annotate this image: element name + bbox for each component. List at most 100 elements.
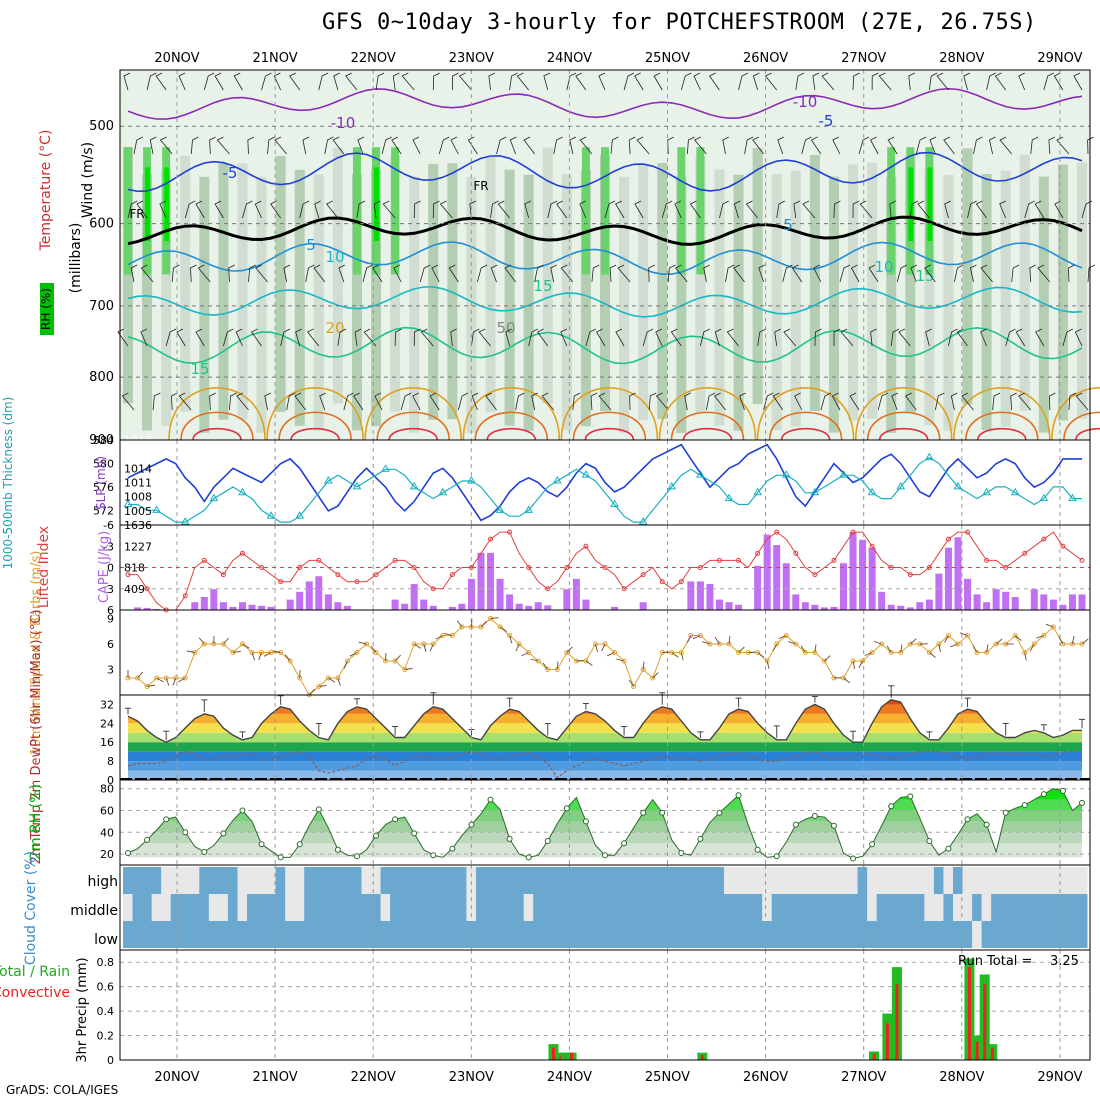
wind-barb	[900, 644, 903, 653]
rh-2m-panel: 20 40 60 80	[100, 780, 1090, 865]
wind-barb	[356, 200, 366, 219]
cloud-cell-low	[666, 921, 678, 948]
wind-tick: 3	[107, 664, 114, 677]
li-marker	[926, 565, 932, 570]
wind-barb	[1074, 328, 1083, 347]
wind-barb	[223, 637, 230, 645]
rh-band-moist	[887, 147, 896, 275]
cloud-cell-high	[914, 867, 926, 894]
cape-bar	[639, 602, 647, 610]
wind-barb	[429, 392, 440, 411]
wind-barb	[338, 264, 345, 283]
rh-band	[828, 176, 839, 433]
series-slp	[127, 443, 1082, 522]
wind-barb	[763, 392, 774, 411]
li-marker	[583, 543, 589, 549]
cloud-cell-low	[733, 921, 745, 948]
wind-barb	[345, 72, 358, 91]
cloud-cell-high	[600, 867, 611, 894]
li-marker	[182, 593, 188, 599]
cloud-cell-high	[666, 867, 678, 894]
minmax-bar	[163, 730, 170, 741]
wind-barb	[820, 392, 832, 411]
wind-barb	[136, 200, 148, 219]
wind-tick: 9	[107, 613, 114, 626]
cloud-cell-high	[542, 867, 554, 894]
rh-marker	[296, 841, 303, 848]
wind-barb	[123, 72, 131, 91]
cloud-cell-high	[828, 867, 840, 894]
wind-barb	[674, 200, 682, 219]
rh-marker	[697, 835, 704, 842]
thickness-marker	[409, 481, 419, 490]
wind-barb	[444, 633, 453, 636]
wind-barb	[1018, 392, 1032, 411]
li-marker	[869, 543, 875, 549]
wind-barb	[778, 635, 787, 640]
wind-barb	[450, 136, 459, 155]
wind-barb	[469, 200, 476, 219]
wind-speed-marker	[459, 624, 465, 630]
wind-speed-marker	[888, 650, 894, 655]
wind-barb	[878, 72, 892, 91]
cloud-cell-middle	[590, 894, 601, 921]
wind-barb	[629, 392, 636, 411]
wind-barb	[686, 136, 695, 155]
cloud-cell-high	[275, 867, 287, 894]
cloud-cell-low	[161, 921, 172, 948]
wind-barb	[840, 328, 854, 347]
rh-band	[580, 170, 591, 427]
wind-barb	[967, 200, 977, 219]
cloud-cell-middle	[857, 894, 869, 921]
cloud-cell-high	[294, 867, 306, 894]
rh-band	[733, 174, 744, 431]
cloud-cell-low	[867, 921, 878, 948]
wind-barb	[216, 136, 230, 155]
li-marker	[316, 557, 322, 563]
label-temperature: Temperature (°C)	[38, 130, 54, 252]
rh-band-saturated	[908, 167, 914, 242]
wind-barb	[1030, 136, 1039, 155]
wind-barb	[1011, 264, 1020, 283]
wind-barb	[999, 136, 1012, 155]
minmax-bar	[125, 707, 131, 715]
cloud-cell-high	[771, 867, 783, 894]
rh-legend-swatch	[40, 283, 54, 335]
wind-barb	[1045, 623, 1054, 628]
cloud-cell-high	[533, 867, 544, 894]
wind-barb	[852, 660, 856, 669]
cape-bar	[687, 581, 695, 610]
cape-bar	[315, 576, 323, 610]
li-marker	[430, 586, 436, 592]
date-label-top: 22NOV	[351, 51, 396, 66]
wind-barb	[556, 661, 559, 670]
wind-speed-marker	[154, 675, 160, 681]
temperature-2m-panel: 0 8 16 24 32	[100, 685, 1090, 787]
cloud-cell-low	[371, 921, 382, 948]
cloud-cell-middle	[418, 894, 430, 921]
cape-bar	[496, 578, 504, 610]
wind-speed-marker	[688, 633, 694, 638]
wind-barb	[744, 136, 754, 155]
cloud-cell-high	[123, 867, 134, 894]
cloud-cell-high	[256, 867, 268, 894]
wind-barb	[332, 136, 345, 155]
cape-bar	[1040, 594, 1048, 610]
wind-speed-marker	[650, 675, 656, 681]
rh-band	[1000, 170, 1011, 427]
cloud-cell-low	[285, 921, 296, 948]
cloud-cell-middle	[724, 894, 735, 921]
wind-barb	[774, 328, 781, 347]
rh-band	[256, 176, 267, 433]
cape-bar	[487, 552, 495, 610]
rh-band	[962, 148, 973, 405]
wind-barb	[343, 660, 348, 669]
wind-barb	[140, 328, 148, 347]
wind-speed-marker	[736, 650, 742, 655]
wind-barb	[171, 392, 178, 411]
cloud-cell-low	[905, 921, 916, 948]
li-marker	[125, 572, 131, 578]
cloud-cell-low	[781, 921, 792, 948]
cloud-cell-low	[142, 921, 153, 948]
cape-bar	[983, 602, 991, 610]
